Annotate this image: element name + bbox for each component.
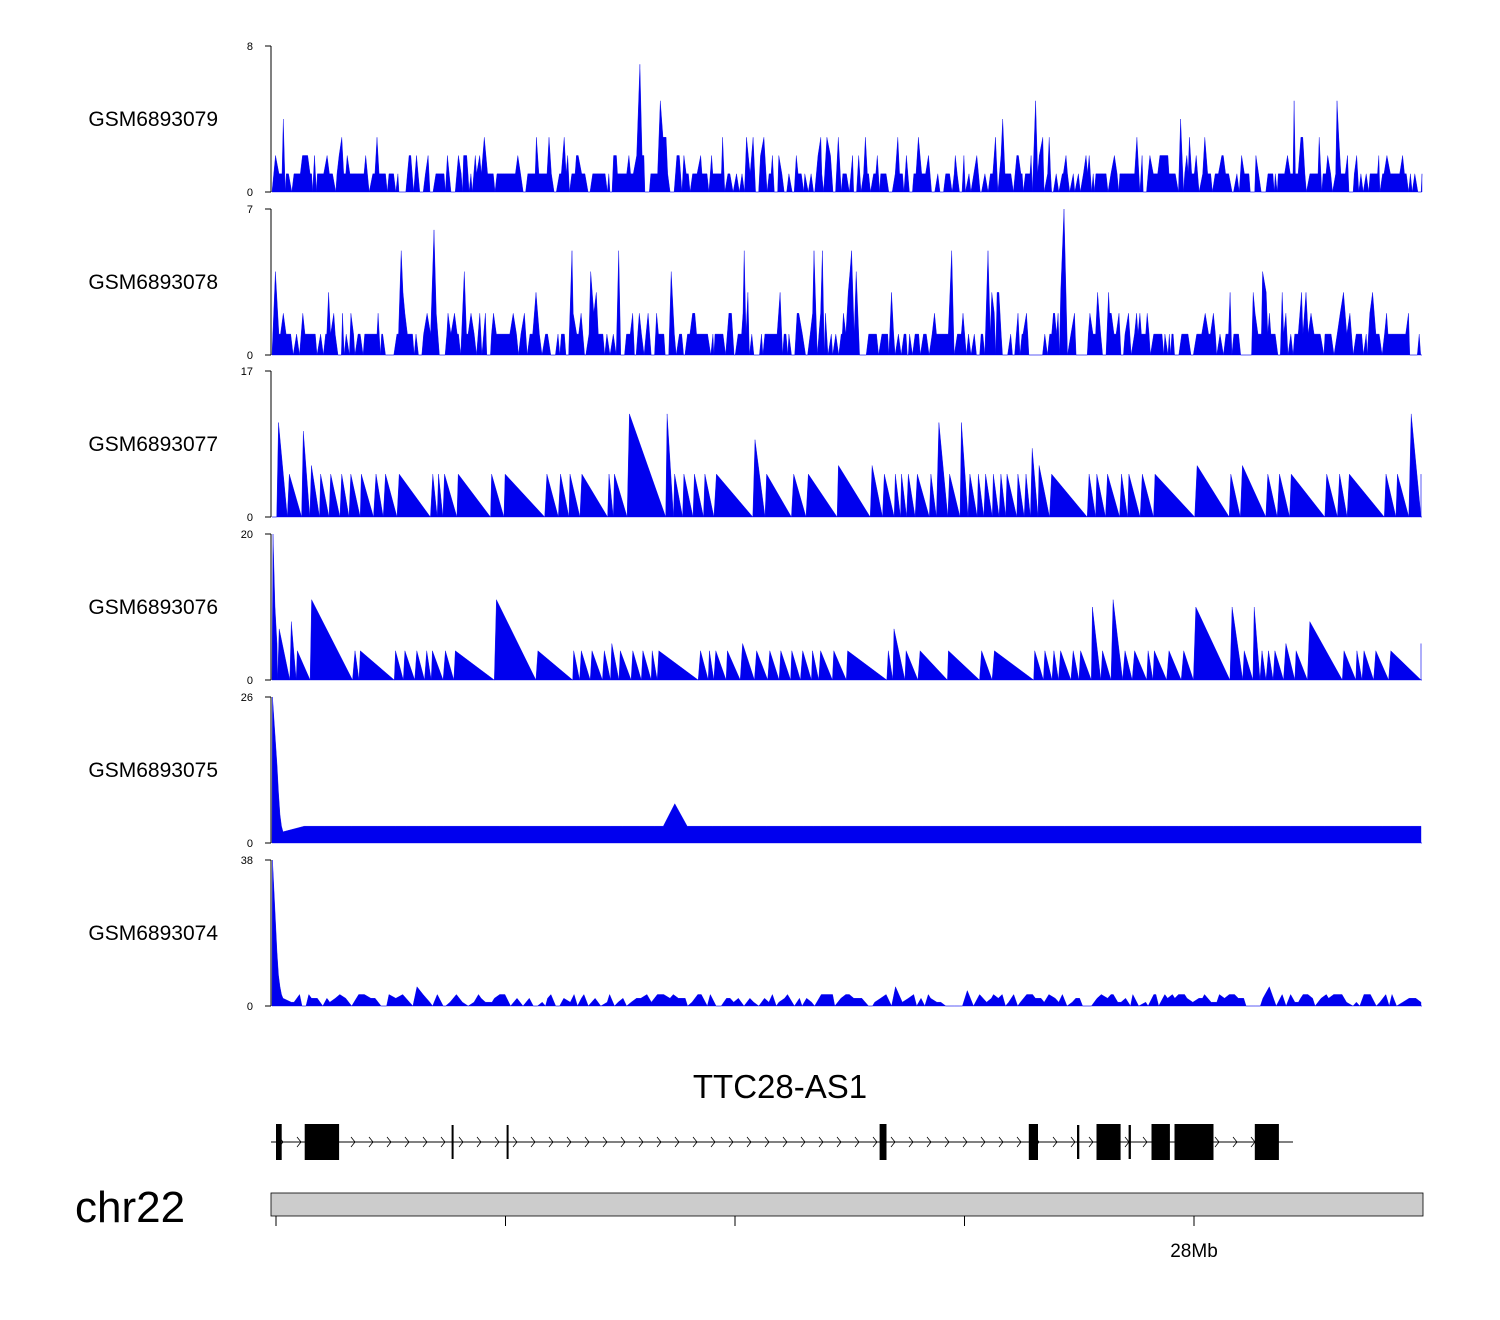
strand-arrow	[1088, 1136, 1094, 1148]
strand-arrow	[872, 1136, 878, 1148]
strand-arrow	[980, 1136, 986, 1148]
strand-arrow	[404, 1136, 410, 1148]
exon	[1096, 1124, 1121, 1160]
strand-arrow	[890, 1136, 896, 1148]
signal-area	[271, 859, 1422, 1007]
strand-arrow	[728, 1136, 734, 1148]
signal-tracks: GSM689307980GSM689307870GSM6893077170GSM…	[88, 41, 1423, 1013]
exon	[1254, 1124, 1279, 1160]
strand-arrow	[692, 1136, 698, 1148]
strand-arrow	[800, 1136, 806, 1148]
strand-arrow	[422, 1136, 428, 1148]
strand-arrow	[908, 1136, 914, 1148]
strand-arrow	[494, 1136, 500, 1148]
y-axis-max-label: 7	[247, 204, 253, 216]
strand-arrow	[782, 1136, 788, 1148]
y-axis-max-label: 20	[241, 529, 253, 541]
signal-area	[271, 533, 1422, 681]
strand-arrow	[818, 1136, 824, 1148]
genome-axis	[275, 1216, 1195, 1226]
track-GSM6893075: GSM6893075 26 0	[88, 692, 1422, 850]
track-label: GSM6893078	[88, 271, 218, 294]
strand-arrow	[530, 1136, 536, 1148]
gene-name-label: TTC28-AS1	[693, 1068, 867, 1105]
strand-arrow	[458, 1136, 464, 1148]
strand-arrow	[602, 1136, 608, 1148]
strand-arrow	[386, 1136, 392, 1148]
track-GSM6893079: GSM6893079 8 0	[88, 41, 1423, 199]
exon	[1028, 1124, 1038, 1160]
strand-arrow	[368, 1136, 374, 1148]
strand-arrow	[674, 1136, 680, 1148]
strand-arrow	[710, 1136, 716, 1148]
signal-area	[271, 64, 1423, 193]
y-axis-zero-label: 0	[247, 838, 253, 850]
y-axis-max-label: 17	[241, 366, 253, 378]
exon	[276, 1124, 282, 1160]
strand-arrow	[746, 1136, 752, 1148]
strand-arrow	[656, 1136, 662, 1148]
strand-arrow	[584, 1136, 590, 1148]
strand-arrow	[962, 1136, 968, 1148]
strand-arrow	[944, 1136, 950, 1148]
strand-arrow	[854, 1136, 860, 1148]
track-GSM6893074: GSM6893074 38 0	[88, 855, 1422, 1013]
strand-arrow	[548, 1136, 554, 1148]
strand-arrow	[1070, 1136, 1076, 1148]
exon	[1151, 1124, 1170, 1160]
y-axis-zero-label: 0	[247, 675, 253, 687]
y-axis-zero-label: 0	[247, 350, 253, 362]
y-axis-zero-label: 0	[247, 187, 253, 199]
chromosome-label: chr22	[75, 1183, 185, 1232]
strand-arrow	[1052, 1136, 1058, 1148]
strand-arrow	[566, 1136, 572, 1148]
strand-arrow	[1214, 1136, 1220, 1148]
strand-arrow	[926, 1136, 932, 1148]
strand-arrow	[764, 1136, 770, 1148]
signal-area	[271, 208, 1422, 356]
signal-area	[271, 696, 1422, 844]
y-axis-max-label: 26	[241, 692, 253, 704]
exon	[1174, 1124, 1214, 1160]
gene-track: TTC28-AS1	[271, 1068, 1293, 1160]
track-GSM6893076: GSM6893076 20 0	[88, 529, 1422, 687]
track-GSM6893077: GSM6893077 17 0	[88, 366, 1422, 524]
exon	[1128, 1125, 1131, 1159]
y-axis-zero-label: 0	[247, 512, 253, 524]
y-axis-max-label: 8	[247, 41, 253, 53]
track-label: GSM6893076	[88, 596, 218, 619]
strand-arrow	[512, 1136, 518, 1148]
genome-axis-tick-label: 28Mb	[1170, 1241, 1218, 1262]
gene-model	[271, 1124, 1293, 1160]
exon	[879, 1124, 887, 1160]
exon	[1077, 1125, 1080, 1159]
strand-arrow	[350, 1136, 356, 1148]
chromosome-ideogram	[270, 1192, 1424, 1217]
exon	[304, 1124, 340, 1160]
strand-arrow	[1232, 1136, 1238, 1148]
strand-arrow	[440, 1136, 446, 1148]
track-GSM6893078: GSM6893078 7 0	[88, 204, 1422, 362]
track-label: GSM6893079	[88, 108, 218, 131]
track-label: GSM6893075	[88, 759, 218, 782]
strand-arrow	[998, 1136, 1004, 1148]
strand-arrow	[638, 1136, 644, 1148]
exon	[506, 1125, 509, 1159]
strand-arrow	[836, 1136, 842, 1148]
track-label: GSM6893077	[88, 433, 218, 456]
strand-arrow	[620, 1136, 626, 1148]
strand-arrow	[476, 1136, 482, 1148]
strand-arrow	[1142, 1136, 1148, 1148]
y-axis-max-label: 38	[241, 855, 253, 867]
y-axis-zero-label: 0	[247, 1001, 253, 1013]
exon	[451, 1125, 454, 1159]
strand-arrow	[296, 1136, 302, 1148]
strand-arrow	[1016, 1136, 1022, 1148]
track-label: GSM6893074	[88, 922, 218, 945]
signal-area	[272, 413, 1422, 518]
